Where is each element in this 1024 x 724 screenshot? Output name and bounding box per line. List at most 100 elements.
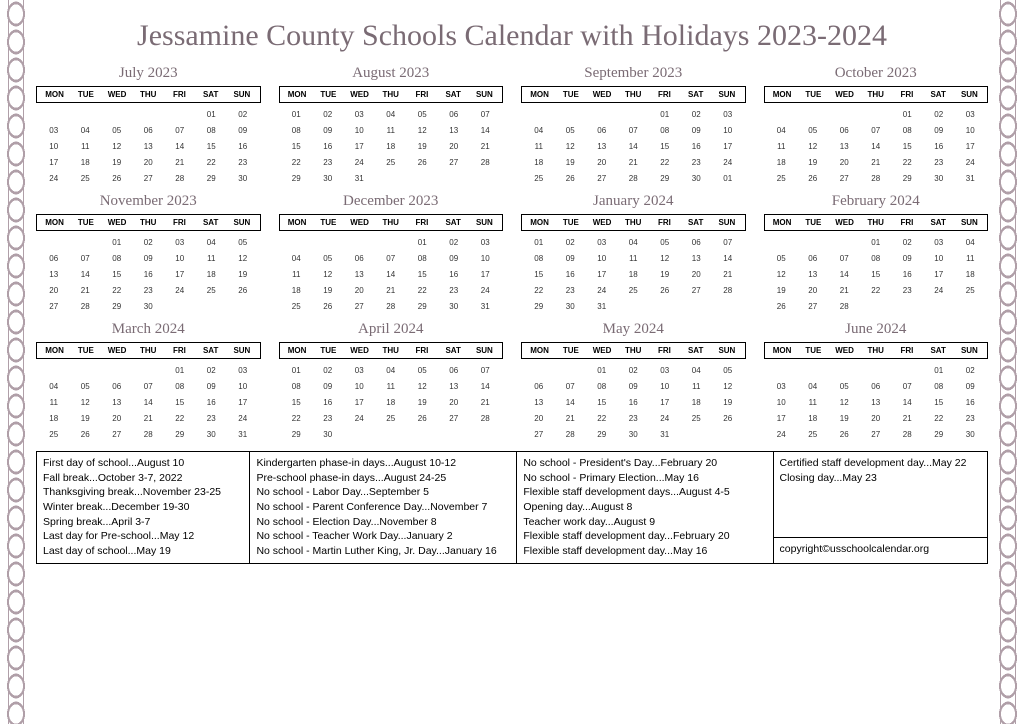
day-empty [344,238,376,247]
day-cell: 06 [133,126,165,135]
day-cell: 05 [555,126,587,135]
day-cell: 04 [196,238,228,247]
month-title: November 2023 [36,193,261,210]
day-cell: 08 [923,382,955,391]
day-cell: 03 [955,110,987,119]
day-cell: 14 [133,398,165,407]
day-cell: 29 [892,174,924,183]
day-cell: 09 [312,382,344,391]
event-line: No school - Martin Luther King, Jr. Day.… [256,544,510,559]
day-empty [797,238,829,247]
day-empty [766,110,798,119]
day-empty [281,238,313,247]
events-column: First day of school...August 10Fall brea… [37,452,250,563]
day-cell: 09 [133,254,165,263]
dow-cell: FRI [164,218,195,227]
dow-cell: SAT [680,90,711,99]
day-cell: 04 [70,126,102,135]
day-cell: 04 [766,126,798,135]
day-cell: 18 [38,414,70,423]
day-cell: 18 [681,398,713,407]
day-cell: 18 [766,158,798,167]
day-cell: 08 [196,126,228,135]
day-cell: 06 [523,382,555,391]
day-cell: 04 [681,366,713,375]
day-cell: 01 [101,238,133,247]
day-cell: 26 [407,414,439,423]
day-cell: 04 [38,382,70,391]
day-cell: 09 [955,382,987,391]
day-cell: 02 [618,366,650,375]
day-cell: 15 [407,270,439,279]
dow-cell: MON [39,346,70,355]
day-cell: 16 [312,398,344,407]
day-cell: 30 [312,174,344,183]
day-cell: 29 [281,174,313,183]
day-cell: 28 [164,174,196,183]
month-title: April 2024 [279,321,504,338]
day-cell: 12 [407,382,439,391]
dow-cell: THU [618,90,649,99]
day-cell: 17 [164,270,196,279]
day-cell: 01 [712,174,744,183]
day-cell: 25 [797,430,829,439]
day-empty [164,110,196,119]
day-cell: 25 [766,174,798,183]
day-cell: 24 [586,286,618,295]
day-cell: 19 [101,158,133,167]
day-cell: 12 [797,142,829,151]
day-cell: 10 [586,254,618,263]
day-cell: 22 [101,286,133,295]
day-empty [797,110,829,119]
event-line: Last day of school...May 19 [43,544,243,559]
day-cell: 09 [681,126,713,135]
day-cell: 23 [555,286,587,295]
day-cell: 02 [196,366,228,375]
day-cell: 26 [555,174,587,183]
day-empty [586,110,618,119]
event-line: Flexible staff development day...Februar… [523,529,766,544]
copyright: copyright©usschoolcalendar.org [774,537,987,559]
day-cell: 14 [712,254,744,263]
day-cell: 17 [470,270,502,279]
dow-cell: TUE [555,90,586,99]
day-cell: 05 [649,238,681,247]
day-cell: 21 [860,158,892,167]
day-cell: 10 [470,254,502,263]
day-cell: 07 [470,110,502,119]
day-cell: 15 [101,270,133,279]
day-cell: 27 [681,286,713,295]
day-cell: 14 [892,398,924,407]
day-empty [892,366,924,375]
day-cell: 11 [797,398,829,407]
day-cell: 25 [618,286,650,295]
day-cell: 18 [618,270,650,279]
day-cell: 18 [375,142,407,151]
day-cell: 10 [38,142,70,151]
day-cell: 09 [923,126,955,135]
dow-cell: SUN [226,346,257,355]
day-cell: 30 [923,174,955,183]
day-cell: 03 [164,238,196,247]
events-column: No school - President's Day...February 2… [517,452,773,563]
day-cell: 30 [618,430,650,439]
dow-header: MONTUEWEDTHUFRISATSUN [279,86,504,103]
event-line: Certified staff development day...May 22 [780,456,981,471]
day-cell: 27 [438,158,470,167]
day-cell: 26 [227,286,259,295]
day-cell: 22 [586,414,618,423]
day-empty [829,110,861,119]
day-cell: 08 [281,126,313,135]
dow-cell: THU [860,346,891,355]
month-title: February 2024 [764,193,989,210]
day-cell: 09 [555,254,587,263]
day-cell: 04 [375,110,407,119]
event-line: No school - Election Day...November 8 [256,515,510,530]
days-grid: 0102030405060708091011121314151617181920… [279,103,504,187]
day-cell: 03 [649,366,681,375]
day-cell: 23 [133,286,165,295]
day-cell: 14 [555,398,587,407]
event-line: Teacher work day...August 9 [523,515,766,530]
day-cell: 11 [955,254,987,263]
day-cell: 29 [649,174,681,183]
